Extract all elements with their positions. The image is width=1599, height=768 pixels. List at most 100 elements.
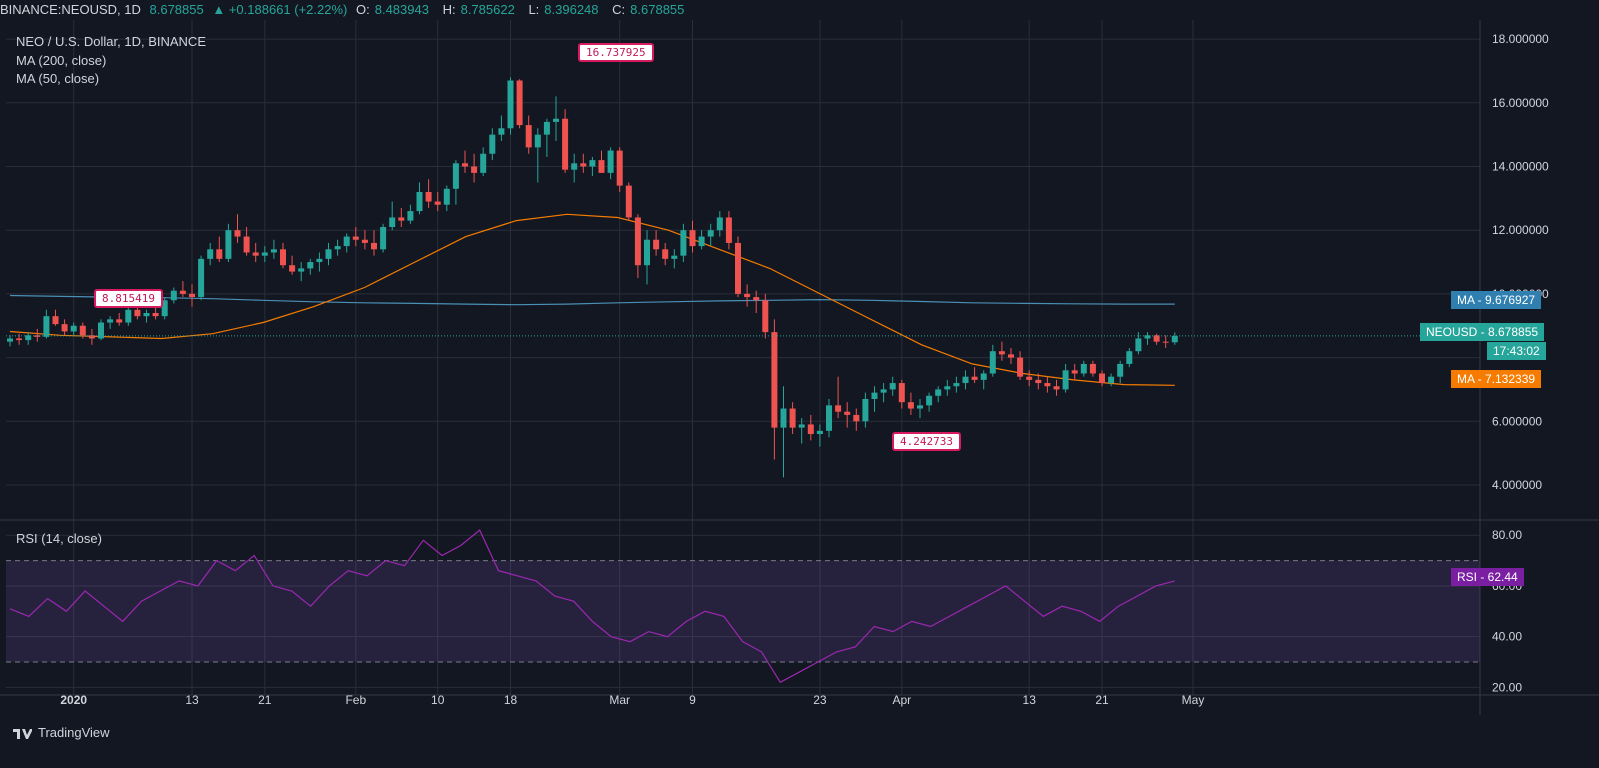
callout-low-price: 4.242733 xyxy=(892,432,961,451)
chart-grid xyxy=(0,20,1599,715)
candle-body xyxy=(1171,335,1178,343)
chart-title[interactable]: NEO / U.S. Dollar, 1D, BINANCE xyxy=(16,34,206,49)
candle-body xyxy=(780,408,787,428)
candle-body xyxy=(880,389,887,393)
candle-body xyxy=(70,325,77,332)
candle-body xyxy=(744,293,751,298)
symbol-name[interactable]: BINANCE:NEOUSD, 1D xyxy=(0,2,141,17)
candle-body xyxy=(725,217,732,243)
candle-body xyxy=(334,246,341,250)
candle-body xyxy=(689,230,696,247)
candle-body xyxy=(625,185,632,218)
brand-name: TradingView xyxy=(38,725,110,740)
price-change: ▲ +0.188661 (+2.22%) xyxy=(212,2,348,17)
time-tick-label: 9 xyxy=(689,693,696,707)
candle-body xyxy=(816,430,823,435)
price-tick-label: 16.000000 xyxy=(1492,96,1549,110)
candle-body xyxy=(507,80,514,129)
candle-body xyxy=(1089,363,1096,374)
candle-body xyxy=(935,389,942,396)
candle-body xyxy=(1080,363,1087,374)
candle-body xyxy=(680,230,687,256)
ma200-price-tag: MA - 9.676927 xyxy=(1451,291,1542,309)
candle-body xyxy=(243,236,250,253)
candle-body xyxy=(152,312,159,317)
candle-body xyxy=(1044,383,1051,387)
ohlc-low: L: 8.396248 xyxy=(528,2,599,17)
candle-body xyxy=(61,324,68,332)
candle-body xyxy=(1126,351,1133,364)
ma50-series xyxy=(9,213,1175,386)
time-tick-label: 21 xyxy=(258,693,272,707)
symbol-header: BINANCE:NEOUSD, 1D 8.678855 ▲ +0.188661 … xyxy=(0,0,1599,20)
footer: TradingView xyxy=(0,715,1599,768)
rsi-legend[interactable]: RSI (14, close) xyxy=(16,531,102,546)
candle-body xyxy=(671,255,678,259)
candle-body xyxy=(762,300,769,333)
candle-body xyxy=(480,153,487,173)
candle-body xyxy=(1071,370,1078,374)
candle-body xyxy=(798,424,805,428)
candle-body xyxy=(343,236,350,247)
candle-body xyxy=(971,376,978,380)
callout-start-price: 8.815419 xyxy=(94,289,163,308)
chart-canvas[interactable]: 18.00000016.00000014.00000012.00000010.0… xyxy=(0,20,1599,715)
current-price-tag: NEOUSD - 8.678855 xyxy=(1420,323,1545,341)
candle-body xyxy=(452,163,459,189)
candle-body xyxy=(52,316,59,325)
candle-body xyxy=(325,249,332,259)
candle-body xyxy=(25,335,32,341)
candle-body xyxy=(252,252,259,256)
candle-body xyxy=(307,262,314,269)
time-tick-label: 18 xyxy=(504,693,518,707)
candle-body xyxy=(826,405,832,431)
candle-body xyxy=(361,239,368,243)
candle-body xyxy=(179,290,186,294)
candle-body xyxy=(189,293,195,298)
candle-body xyxy=(1117,363,1124,377)
ma50-price-tag: MA - 7.132339 xyxy=(1451,370,1542,388)
tradingview-logo[interactable]: TradingView xyxy=(12,725,110,740)
time-tick-label: Apr xyxy=(892,693,911,707)
candle-body xyxy=(917,405,923,409)
time-tick-label: 21 xyxy=(1095,693,1109,707)
candle-body xyxy=(553,118,559,122)
rsi-tick-label: 80.00 xyxy=(1492,528,1522,542)
candle-body xyxy=(498,128,505,135)
ohlc-open: O: 8.483943 xyxy=(356,2,429,17)
ma50-legend[interactable]: MA (50, close) xyxy=(16,71,100,86)
candle-body xyxy=(198,258,205,298)
candle-body xyxy=(753,297,760,301)
candle-body xyxy=(735,242,741,294)
candle-body xyxy=(662,249,669,259)
candle-body xyxy=(944,386,951,390)
bar-countdown-tag: 17:43:02 xyxy=(1487,342,1546,360)
candle-body xyxy=(289,265,296,272)
time-tick-label: Feb xyxy=(345,693,366,707)
time-tick-label: May xyxy=(1182,693,1205,707)
rsi-series xyxy=(9,529,1175,684)
candle-body xyxy=(653,239,660,250)
candle-body xyxy=(380,227,387,250)
ma50-line xyxy=(9,213,1175,386)
candle-body xyxy=(598,160,605,173)
time-tick-label: 23 xyxy=(813,693,827,707)
rsi-band-fill xyxy=(6,560,1480,663)
rsi-line xyxy=(9,529,1175,684)
ma200-legend[interactable]: MA (200, close) xyxy=(16,53,107,68)
candle-body xyxy=(434,201,441,205)
candle-body xyxy=(998,351,1005,355)
candle-body xyxy=(589,160,596,167)
ohlc-high: H: 8.785622 xyxy=(442,2,515,17)
callout-high-price: 16.737925 xyxy=(578,43,654,62)
candle-body xyxy=(1035,379,1042,384)
candle-body xyxy=(116,319,123,323)
candle-body xyxy=(716,217,723,231)
candle-body xyxy=(143,312,150,317)
candle-body xyxy=(862,398,869,422)
candle-body xyxy=(88,335,95,339)
rsi-value-tag: RSI - 62.44 xyxy=(1451,568,1524,586)
candle-body xyxy=(207,249,214,259)
candle-body xyxy=(953,383,960,387)
